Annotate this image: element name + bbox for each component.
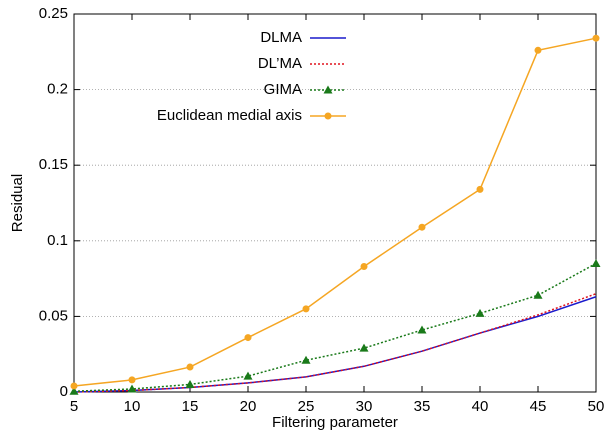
legend-marker <box>323 85 333 94</box>
data-point <box>185 379 195 388</box>
x-axis-label: Filtering parameter <box>272 414 398 430</box>
x-tick-label: 5 <box>70 398 78 415</box>
x-tick-label: 45 <box>530 398 547 415</box>
legend-label: Euclidean medial axis <box>157 107 302 124</box>
y-axis-label: Residual <box>9 174 26 232</box>
x-tick-label: 30 <box>356 398 373 415</box>
data-point <box>127 384 137 393</box>
data-point <box>476 185 484 193</box>
y-tick-label: 0.2 <box>47 81 68 98</box>
series-line <box>73 37 597 387</box>
x-tick-label: 40 <box>472 398 489 415</box>
legend-label: GIMA <box>264 81 302 98</box>
data-point <box>244 334 252 342</box>
y-tick-label: 0.15 <box>39 156 68 173</box>
data-point <box>243 371 253 380</box>
data-point <box>302 305 310 313</box>
data-point <box>534 46 542 54</box>
x-tick-label: 10 <box>124 398 141 415</box>
series-line <box>73 293 597 393</box>
legend-label: DL’MA <box>258 55 302 72</box>
x-tick-label: 25 <box>298 398 315 415</box>
data-point <box>360 263 368 271</box>
data-point <box>186 363 194 371</box>
series-line <box>73 262 597 392</box>
x-tick-label: 15 <box>182 398 199 415</box>
data-point <box>592 34 600 42</box>
data-point <box>591 258 601 267</box>
series-line <box>73 296 597 393</box>
y-tick-label: 0.1 <box>47 232 68 249</box>
data-point <box>417 325 427 334</box>
data-point <box>533 290 543 299</box>
legend-marker <box>324 112 332 120</box>
data-point <box>475 308 485 317</box>
data-point <box>69 386 79 395</box>
data-point <box>359 343 369 352</box>
legend-label: DLMA <box>260 29 302 46</box>
x-tick-label: 20 <box>240 398 257 415</box>
plot-frame <box>73 13 597 393</box>
data-point <box>70 382 78 390</box>
data-point <box>418 223 426 231</box>
data-point <box>128 376 136 384</box>
x-tick-label: 50 <box>588 398 605 415</box>
x-tick-label: 35 <box>414 398 431 415</box>
y-tick-label: 0 <box>60 383 68 400</box>
y-tick-label: 0.05 <box>39 307 68 324</box>
y-tick-label: 0.25 <box>39 5 68 22</box>
data-point <box>301 355 311 364</box>
